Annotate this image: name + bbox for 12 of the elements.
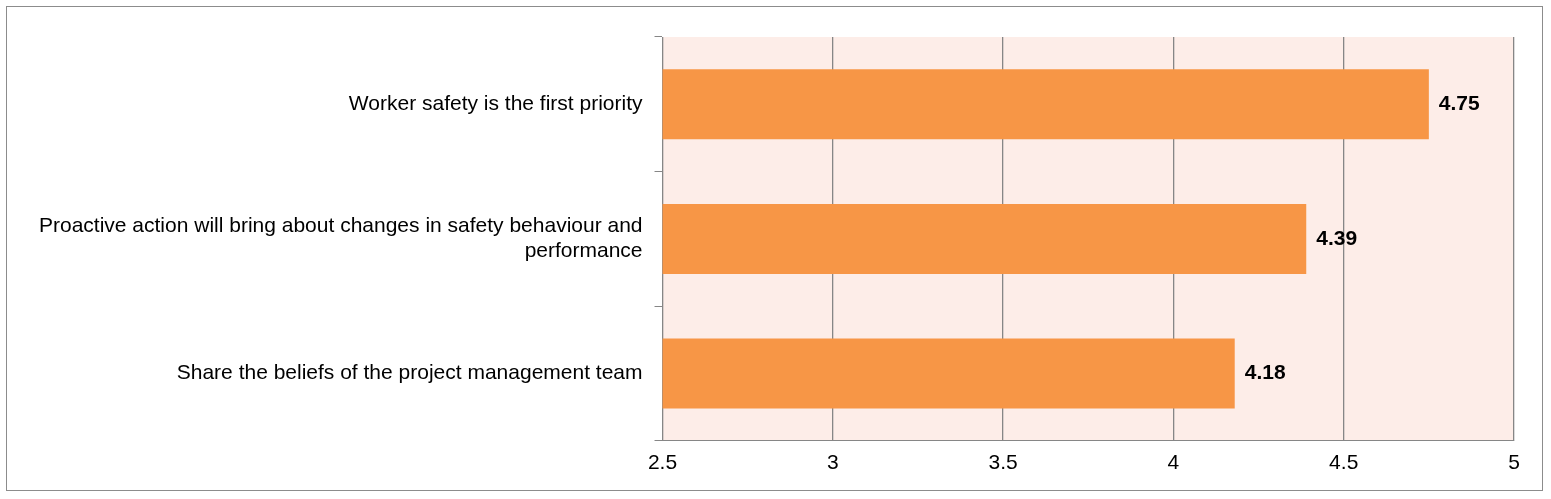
x-tick-label: 3.5 — [988, 450, 1018, 474]
x-tick-label: 4.5 — [1329, 450, 1359, 474]
y-tick-label: Share the beliefs of the project management team — [176, 360, 643, 384]
x-tick-label: 4 — [1167, 450, 1180, 474]
data-label: 4.75 — [1438, 91, 1481, 115]
data-label: 4.18 — [1244, 360, 1286, 384]
x-tick-label: 5 — [1508, 450, 1520, 474]
y-tick-label: Worker safety is the first priority — [348, 91, 644, 115]
x-tick-label: 3 — [826, 450, 839, 474]
x-tick-label: 2.5 — [647, 450, 678, 474]
y-tick-label: Proactive action will bring about changes in safety behaviour and performance — [38, 213, 643, 262]
data-label: 4.39 — [1316, 225, 1358, 249]
